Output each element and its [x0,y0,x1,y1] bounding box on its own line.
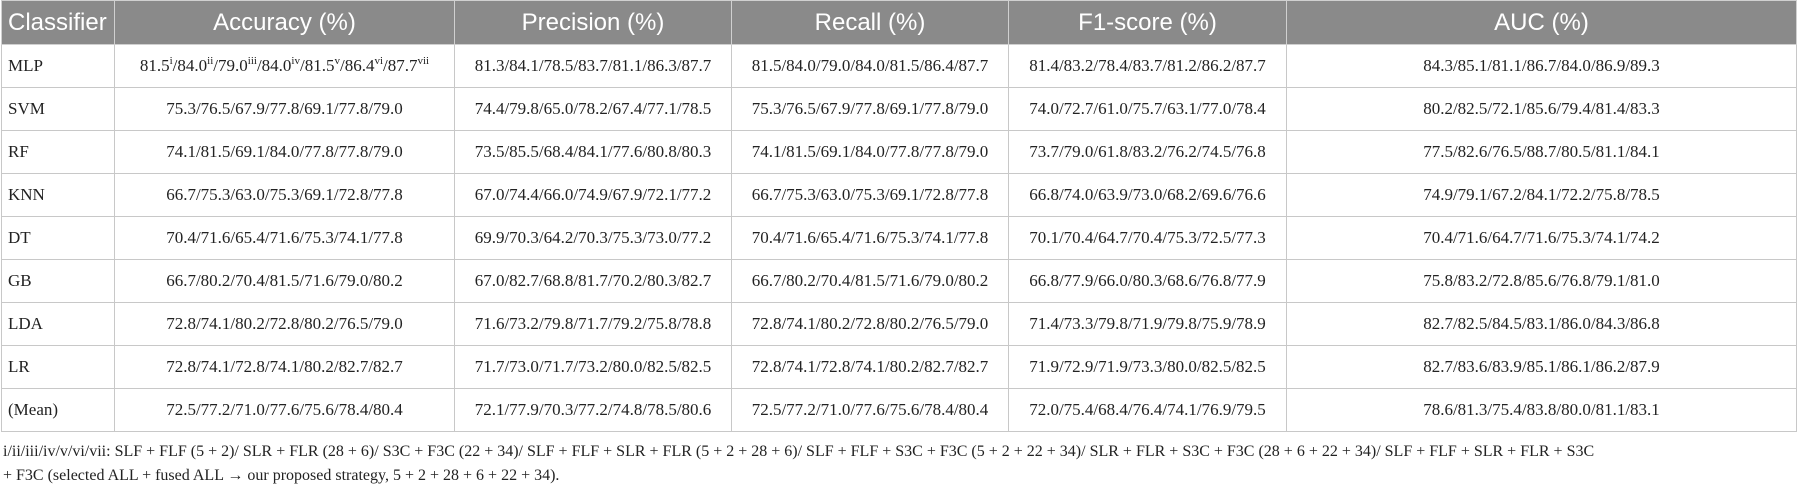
table-row: MLP 81.5i/84.0ii/79.0iii/84.0iv/81.5v/86.… [1,44,1797,88]
footnote-line-2: + F3C (selected ALL + fused ALL → our pr… [3,467,560,484]
cell-precision: 69.9/70.3/64.2/70.3/75.3/73.0/77.2 [454,216,732,260]
cell-accuracy: 74.1/81.5/69.1/84.0/77.8/77.8/79.0 [114,130,455,174]
table-row: LDA 72.8/74.1/80.2/72.8/80.2/76.5/79.0 71.… [1,302,1797,346]
cell-precision: 71.6/73.2/79.8/71.7/79.2/75.8/78.8 [454,302,732,346]
table-row: SVM 75.3/76.5/67.9/77.8/69.1/77.8/79.0 74.… [1,87,1797,131]
accuracy-value: /79.0 [213,56,248,75]
cell-recall: 72.8/74.1/80.2/72.8/80.2/76.5/79.0 [731,302,1009,346]
cell-recall: 81.5/84.0/79.0/84.0/81.5/86.4/87.7 [731,44,1009,88]
table-row: DT 70.4/71.6/65.4/71.6/75.3/74.1/77.8 69.9… [1,216,1797,260]
cell-classifier: RF [1,130,115,174]
table-row: LR 72.8/74.1/72.8/74.1/80.2/82.7/82.7 71.7… [1,345,1797,389]
cell-accuracy: 72.5/77.2/71.0/77.6/75.6/78.4/80.4 [114,388,455,432]
superscript-marker: i [169,55,173,67]
cell-accuracy: 75.3/76.5/67.9/77.8/69.1/77.8/79.0 [114,87,455,131]
header-classifier: Classifier [1,0,115,45]
cell-auc: 84.3/85.1/81.1/86.7/84.0/86.9/89.3 [1286,44,1797,88]
cell-recall: 66.7/75.3/63.0/75.3/69.1/72.8/77.8 [731,173,1009,217]
cell-recall: 72.5/77.2/71.0/77.6/75.6/78.4/80.4 [731,388,1009,432]
cell-classifier: LR [1,345,115,389]
cell-accuracy: 81.5i/84.0ii/79.0iii/84.0iv/81.5v/86.4vi… [114,44,455,88]
cell-recall: 72.8/74.1/72.8/74.1/80.2/82.7/82.7 [731,345,1009,389]
header-recall: Recall (%) [731,0,1009,45]
cell-precision: 81.3/84.1/78.5/83.7/81.1/86.3/87.7 [454,44,732,88]
table-row: RF 74.1/81.5/69.1/84.0/77.8/77.8/79.0 73.5… [1,130,1797,174]
cell-classifier: GB [1,259,115,303]
cell-precision: 73.5/85.5/68.4/84.1/77.6/80.8/80.3 [454,130,732,174]
cell-auc: 77.5/82.6/76.5/88.7/80.5/81.1/84.1 [1286,130,1797,174]
accuracy-value: /86.4 [339,56,375,75]
cell-recall: 70.4/71.6/65.4/71.6/75.3/74.1/77.8 [731,216,1009,260]
cell-f1-score: 72.0/75.4/68.4/76.4/74.1/76.9/79.5 [1008,388,1287,432]
cell-auc: 74.9/79.1/67.2/84.1/72.2/75.8/78.5 [1286,173,1797,217]
cell-f1-score: 66.8/74.0/63.9/73.0/68.2/69.6/76.6 [1008,173,1287,217]
cell-f1-score: 71.9/72.9/71.9/73.3/80.0/82.5/82.5 [1008,345,1287,389]
footnote-line-1: i/ii/iii/iv/v/vi/vii: SLF + FLF (5 + 2)/… [3,443,1595,460]
header-accuracy: Accuracy (%) [114,0,455,45]
cell-auc: 75.8/83.2/72.8/85.6/76.8/79.1/81.0 [1286,259,1797,303]
cell-accuracy: 66.7/75.3/63.0/75.3/69.1/72.8/77.8 [114,173,455,217]
superscript-marker: iii [247,55,257,67]
table-footnote: i/ii/iii/iv/v/vi/vii: SLF + FLF (5 + 2)/… [1,440,1796,488]
table-row: (Mean) 72.5/77.2/71.0/77.6/75.6/78.4/80.4… [1,388,1797,432]
cell-accuracy: 66.7/80.2/70.4/81.5/71.6/79.0/80.2 [114,259,455,303]
cell-classifier: LDA [1,302,115,346]
table-row: KNN 66.7/75.3/63.0/75.3/69.1/72.8/77.8 67.… [1,173,1797,217]
cell-accuracy: 72.8/74.1/72.8/74.1/80.2/82.7/82.7 [114,345,455,389]
classifier-results-table: Classifier Accuracy (%) Precision (%) Re… [1,0,1797,432]
cell-precision: 67.0/82.7/68.8/81.7/70.2/80.3/82.7 [454,259,732,303]
cell-recall: 66.7/80.2/70.4/81.5/71.6/79.0/80.2 [731,259,1009,303]
cell-f1-score: 73.7/79.0/61.8/83.2/76.2/74.5/76.8 [1008,130,1287,174]
cell-classifier: (Mean) [1,388,115,432]
cell-precision: 67.0/74.4/66.0/74.9/67.9/72.1/77.2 [454,173,732,217]
cell-precision: 71.7/73.0/71.7/73.2/80.0/82.5/82.5 [454,345,732,389]
accuracy-value: 81.5 [139,56,170,75]
cell-auc: 70.4/71.6/64.7/71.6/75.3/74.1/74.2 [1286,216,1797,260]
cell-classifier: DT [1,216,115,260]
cell-recall: 74.1/81.5/69.1/84.0/77.8/77.8/79.0 [731,130,1009,174]
superscript-marker: vi [374,55,384,67]
header-row: Classifier Accuracy (%) Precision (%) Re… [1,0,1797,45]
header-precision: Precision (%) [454,0,732,45]
cell-f1-score: 81.4/83.2/78.4/83.7/81.2/86.2/87.7 [1008,44,1287,88]
cell-recall: 75.3/76.5/67.9/77.8/69.1/77.8/79.0 [731,87,1009,131]
cell-auc: 78.6/81.3/75.4/83.8/80.0/81.1/83.1 [1286,388,1797,432]
cell-f1-score: 74.0/72.7/61.0/75.7/63.1/77.0/78.4 [1008,87,1287,131]
cell-accuracy: 70.4/71.6/65.4/71.6/75.3/74.1/77.8 [114,216,455,260]
superscript-marker: v [334,55,340,67]
cell-f1-score: 70.1/70.4/64.7/70.4/75.3/72.5/77.3 [1008,216,1287,260]
cell-f1-score: 71.4/73.3/79.8/71.9/79.8/75.9/78.9 [1008,302,1287,346]
table-row: GB 66.7/80.2/70.4/81.5/71.6/79.0/80.2 67.0… [1,259,1797,303]
cell-auc: 82.7/82.5/84.5/83.1/86.0/84.3/86.8 [1286,302,1797,346]
header-auc: AUC (%) [1286,0,1797,45]
superscript-marker: iv [291,55,300,67]
accuracy-value: /81.5 [299,56,335,75]
accuracy-value: /84.0 [172,56,208,75]
cell-auc: 80.2/82.5/72.1/85.6/79.4/81.4/83.3 [1286,87,1797,131]
cell-accuracy: 72.8/74.1/80.2/72.8/80.2/76.5/79.0 [114,302,455,346]
cell-f1-score: 66.8/77.9/66.0/80.3/68.6/76.8/77.9 [1008,259,1287,303]
header-f1-score: F1-score (%) [1008,0,1287,45]
cell-auc: 82.7/83.6/83.9/85.1/86.1/86.2/87.9 [1286,345,1797,389]
cell-precision: 72.1/77.9/70.3/77.2/74.8/78.5/80.6 [454,388,732,432]
cell-classifier: MLP [1,44,115,88]
accuracy-value: /84.0 [256,56,292,75]
cell-classifier: KNN [1,173,115,217]
cell-precision: 74.4/79.8/65.0/78.2/67.4/77.1/78.5 [454,87,732,131]
superscript-marker: ii [207,55,214,67]
accuracy-value: /87.7 [383,56,418,75]
cell-classifier: SVM [1,87,115,131]
superscript-marker: vii [417,55,430,67]
